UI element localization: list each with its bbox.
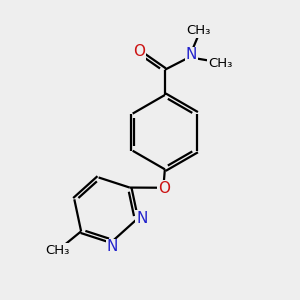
Text: N: N bbox=[106, 239, 118, 254]
Text: O: O bbox=[158, 181, 170, 196]
Text: CH₃: CH₃ bbox=[187, 24, 211, 37]
Text: N: N bbox=[186, 47, 197, 62]
Text: CH₃: CH₃ bbox=[45, 244, 70, 256]
Text: CH₃: CH₃ bbox=[208, 57, 232, 70]
Text: O: O bbox=[134, 44, 146, 59]
Text: N: N bbox=[136, 211, 148, 226]
